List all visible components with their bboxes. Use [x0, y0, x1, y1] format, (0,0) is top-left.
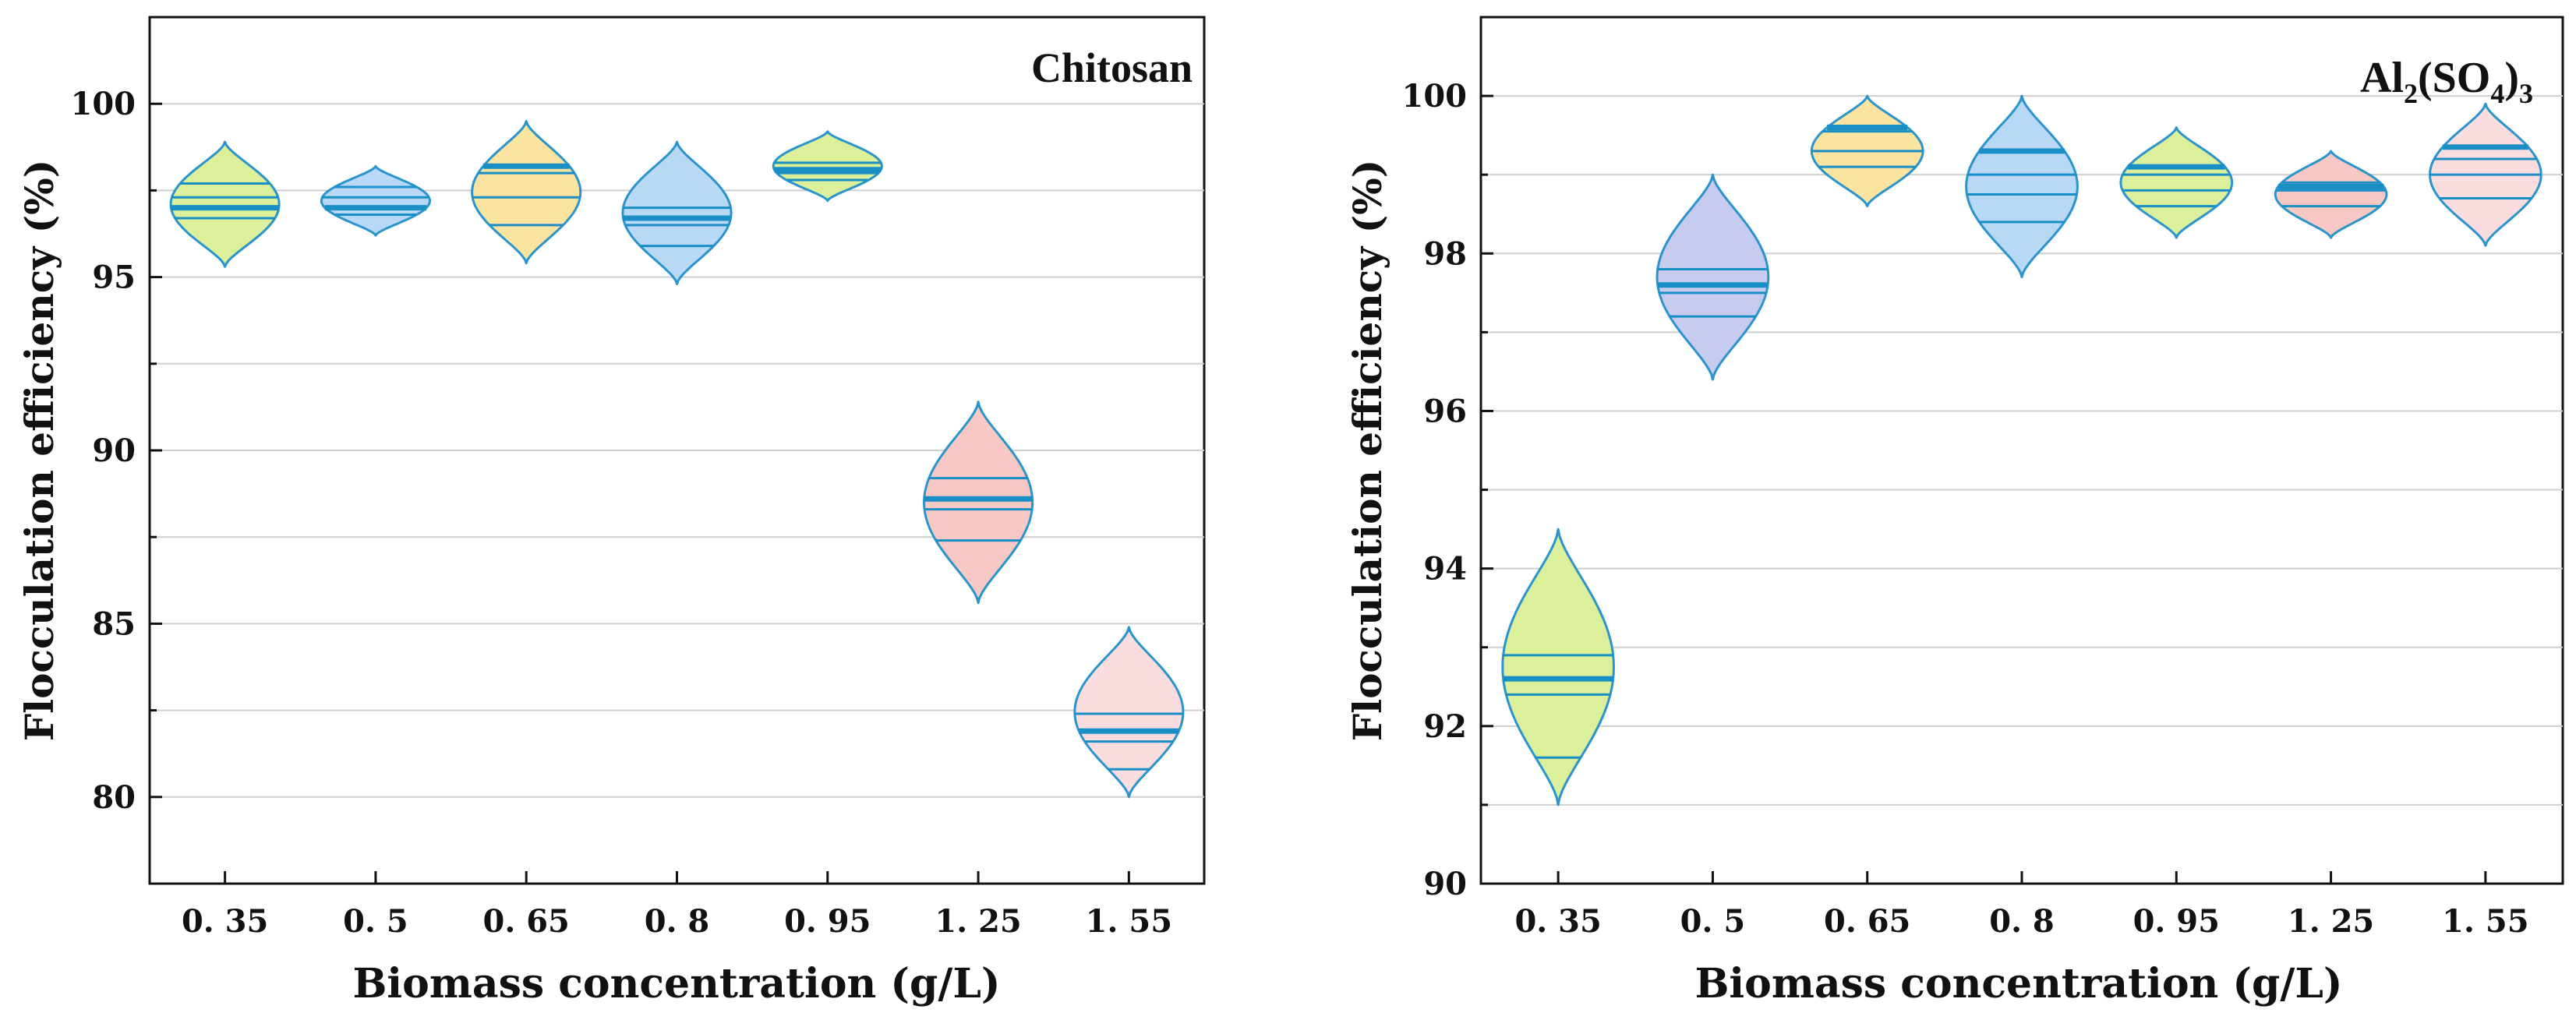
x-ticks-left: 0. 35 0. 5 0. 65 0. 8 0. 95 1. 25 1. 55 [182, 871, 1172, 940]
y-ticks-right: 90 92 94 96 98 100 [1402, 78, 1493, 902]
chart-left: 80 85 90 95 100 0. 35 0. 5 0. 65 0. 8 0. 95 1. 25… [16, 16, 1206, 1008]
x-tick-label: 1. 55 [1086, 903, 1172, 940]
y-tick-label: 100 [71, 86, 136, 122]
violins-left [169, 119, 1185, 799]
x-tick-label: 0. 5 [1680, 903, 1746, 940]
violin-body [471, 119, 582, 265]
y-axis-title-left: Flocculation efficiency (%) [16, 160, 62, 742]
y-tick-label: 80 [92, 779, 136, 816]
violin-body [923, 401, 1034, 605]
x-tick-label: 0. 35 [182, 903, 268, 940]
x-tick-label: 0. 35 [1514, 903, 1601, 940]
y-ticks-left: 80 85 90 95 100 [71, 86, 162, 816]
violin-body [1501, 528, 1615, 806]
violin-body [621, 140, 733, 285]
x-tick-label: 0. 8 [645, 903, 710, 940]
grid-left [150, 103, 1204, 798]
chart-title-left: Chitosan [1031, 44, 1193, 91]
y-tick-label: 94 [1423, 551, 1467, 588]
x-axis-title-right: Biomass concentration (g/L) [1694, 960, 2342, 1008]
x-axis-title-left: Biomass concentration (g/L) [352, 960, 1000, 1008]
chart-right: 90 92 94 96 98 100 0. 35 0. 5 0. 65 0. 8 0. 95 1. … [1345, 16, 2564, 1008]
x-tick-label: 0. 8 [1989, 903, 2055, 940]
violin-body [1073, 626, 1185, 799]
violins-right [1501, 94, 2542, 806]
violin-body [320, 164, 431, 237]
x-tick-label: 0. 5 [343, 903, 408, 940]
y-tick-label: 90 [1423, 866, 1467, 902]
chart-title-right: Al2(SO4)3 [2360, 54, 2533, 109]
y-tick-label: 100 [1402, 78, 1468, 115]
y-tick-label: 96 [1423, 393, 1467, 429]
violin-body [772, 130, 883, 203]
violin-body [1655, 173, 1770, 381]
x-tick-label: 0. 65 [1824, 903, 1910, 940]
x-tick-label: 1. 55 [2442, 903, 2528, 940]
x-tick-label: 0. 95 [2133, 903, 2220, 940]
x-tick-label: 1. 25 [2288, 903, 2374, 940]
y-tick-label: 92 [1423, 708, 1467, 745]
y-tick-label: 85 [92, 605, 136, 642]
x-tick-label: 0. 65 [483, 903, 570, 940]
y-tick-label: 98 [1423, 235, 1467, 272]
x-tick-label: 1. 25 [935, 903, 1021, 940]
y-tick-label: 95 [92, 259, 136, 296]
y-tick-label: 90 [92, 432, 136, 469]
y-axis-title-right: Flocculation efficiency (%) [1345, 160, 1390, 742]
violin-body [1965, 94, 2079, 279]
violin-body [2274, 150, 2388, 239]
x-ticks-right: 0. 35 0. 5 0. 65 0. 8 0. 95 1. 25 1. 55 [1514, 871, 2529, 940]
x-tick-label: 0. 95 [784, 903, 871, 940]
